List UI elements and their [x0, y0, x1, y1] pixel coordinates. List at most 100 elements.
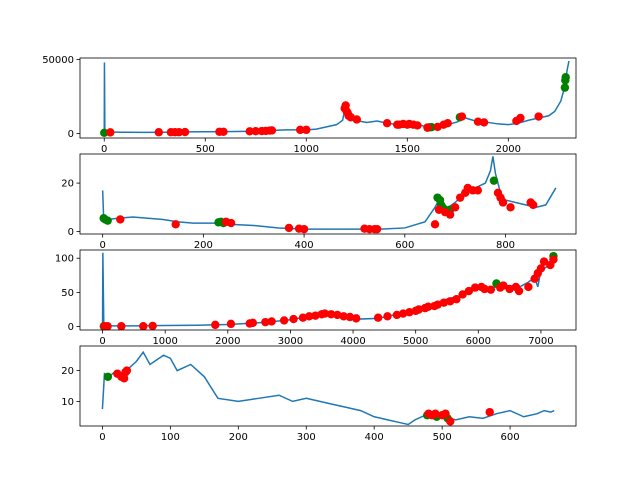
subplot-2: 0 200 400 600 800 0 20 — [61, 153, 577, 251]
sell-point — [439, 298, 449, 307]
sell-point — [116, 215, 125, 224]
buy-markers — [100, 73, 570, 138]
x-tick-label: 400 — [295, 240, 314, 251]
sell-point — [431, 409, 440, 418]
sell-point — [106, 128, 115, 137]
x-tick-label: 0 — [99, 336, 105, 347]
sell-point — [267, 317, 276, 326]
sell-point — [117, 322, 126, 330]
price-line — [101, 156, 557, 230]
sell-point — [103, 322, 112, 330]
sell-point — [226, 319, 236, 329]
y-tick-label: 20 — [61, 366, 74, 377]
sell-point — [174, 128, 184, 137]
sell-point — [211, 320, 220, 330]
sell-point — [171, 220, 180, 229]
y-tick-label: 20 — [61, 179, 74, 190]
x-tick-label: 2000 — [496, 144, 521, 155]
sell-point — [485, 407, 494, 417]
sell-point — [424, 302, 433, 311]
sell-point — [311, 311, 320, 320]
y-tick-label: 100 — [55, 254, 74, 265]
sell-point — [499, 281, 508, 290]
sell-point — [267, 126, 277, 135]
sell-point — [219, 127, 228, 136]
x-tick-label: 600 — [501, 432, 520, 443]
x-tick-label: 800 — [496, 240, 515, 251]
x-tick-label: 1000 — [152, 336, 177, 347]
subplot-1: 0 500 1000 1500 2000 0 50000 — [42, 55, 577, 155]
sell-point — [516, 113, 525, 123]
x-tick-label: 4000 — [340, 336, 365, 347]
sell-point — [339, 312, 348, 321]
sell-point — [372, 224, 382, 234]
sell-point — [245, 127, 254, 136]
sell-point — [445, 210, 455, 219]
sell-point — [299, 224, 309, 234]
sell-point — [506, 203, 515, 212]
sell-point — [457, 112, 467, 121]
x-tick-label: 600 — [395, 240, 414, 251]
sell-point — [464, 286, 474, 296]
sell-point — [226, 218, 236, 228]
sell-point — [479, 118, 489, 127]
sell-point — [498, 198, 508, 207]
sell-point — [279, 316, 289, 325]
buy-markers — [103, 372, 452, 423]
sell-point — [345, 312, 355, 322]
sell-markers — [116, 183, 538, 234]
sell-point — [305, 312, 314, 321]
buy-point — [103, 216, 112, 225]
sell-markers — [106, 101, 543, 137]
sell-point — [392, 310, 402, 320]
sell-point — [326, 310, 336, 319]
buy-point — [561, 73, 570, 82]
sell-point — [534, 112, 543, 121]
sell-point — [413, 121, 422, 130]
sell-point — [458, 290, 467, 299]
sell-point — [536, 264, 546, 273]
x-tick-label: 200 — [194, 240, 213, 251]
axes-frame — [79, 249, 577, 331]
x-tick-label: 100 — [161, 432, 180, 443]
sell-point — [524, 282, 533, 292]
sell-point — [398, 309, 408, 318]
sell-point — [298, 313, 308, 322]
y-tick-label: 50 — [61, 288, 74, 299]
sell-point — [148, 321, 157, 330]
x-tick-label: 1500 — [395, 144, 420, 155]
sell-point — [514, 286, 524, 296]
sell-point — [302, 125, 311, 135]
buy-point — [103, 372, 113, 381]
sell-point — [549, 255, 558, 264]
sell-point — [351, 314, 361, 323]
x-tick-label: 0 — [99, 432, 105, 443]
sell-point — [320, 309, 330, 318]
sell-point — [296, 125, 305, 135]
sell-markers — [113, 366, 494, 426]
axes-frame — [79, 153, 577, 235]
buy-point — [100, 128, 109, 138]
price-line — [101, 350, 555, 426]
y-tick-label: 0 — [68, 129, 74, 140]
subplot-3: 0 1000 2000 3000 4000 5000 6000 7000 0 50 100 — [55, 249, 577, 347]
sell-point — [470, 283, 480, 292]
sell-point — [154, 128, 163, 137]
sell-point — [382, 118, 392, 128]
sell-point — [139, 322, 148, 330]
x-tick-label: 5000 — [403, 336, 428, 347]
sell-point — [284, 223, 294, 233]
sell-point — [423, 123, 432, 132]
sell-point — [383, 312, 392, 321]
y-tick-label: 0 — [68, 227, 74, 238]
x-tick-label: 0 — [101, 144, 107, 155]
sell-point — [529, 200, 538, 210]
subplot-4: 0 100 200 300 400 500 600 10 20 — [61, 345, 577, 443]
sell-point — [430, 220, 440, 229]
sell-point — [289, 314, 298, 324]
sell-point — [450, 203, 460, 212]
sell-point — [251, 126, 260, 136]
sell-point — [414, 305, 424, 314]
